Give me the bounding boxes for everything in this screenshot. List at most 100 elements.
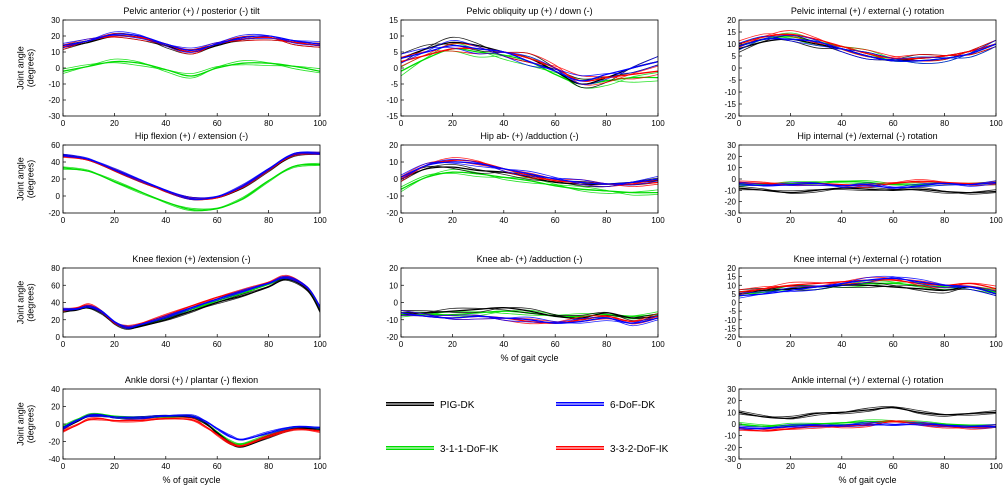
series-line-3-3-2-dof-ik — [63, 275, 320, 328]
y-tick-label: -20 — [48, 209, 60, 218]
x-tick-label: 40 — [161, 119, 170, 128]
y-tick-label: 10 — [727, 281, 736, 290]
x-tick-label: 80 — [602, 340, 611, 349]
y-tick-label: 20 — [389, 264, 398, 273]
series-line-3-1-1-dof-ik — [63, 58, 320, 79]
series-line-6-dof-dk — [401, 314, 658, 327]
x-axis-label: % of gait cycle — [838, 475, 896, 485]
y-tick-label: 40 — [51, 385, 60, 394]
panel-title: Knee flexion (+) /extension (-) — [132, 254, 250, 264]
legend-item: 3-1-1-DoF-IK — [386, 444, 499, 455]
y-tick-label: 20 — [727, 264, 736, 273]
y-tick-label: 5 — [732, 290, 737, 299]
x-tick-label: 60 — [889, 340, 898, 349]
panel-knee-flexion: Knee flexion (+) /extension (-) 0 20 40 60 80… — [15, 254, 327, 349]
series-line-3-3-2-dof-ik — [63, 277, 320, 326]
series-group — [63, 274, 320, 330]
x-tick-label: 40 — [837, 462, 846, 471]
x-tick-label: 100 — [651, 340, 665, 349]
x-tick-label: 40 — [837, 119, 846, 128]
series-line-3-1-1-dof-ik — [63, 276, 320, 330]
y-tick-label: 20 — [727, 16, 736, 25]
y-tick-label: -10 — [724, 316, 736, 325]
panel-title: Hip internal (+) /external (-) rotation — [797, 131, 937, 141]
legend-item: 3-3-2-DoF-IK — [556, 444, 669, 455]
x-tick-label: 80 — [264, 462, 273, 471]
plot-frame — [400, 19, 659, 117]
series-line-6-dof-dk — [63, 153, 320, 201]
series-line-3-1-1-dof-ik — [63, 165, 320, 212]
series-line-pig-dk — [63, 278, 320, 330]
panel-hip-flexion: Hip flexion (+) / extension (-) 0 20 40 60 80… — [15, 131, 327, 225]
series-group — [739, 405, 996, 432]
x-tick-label: 60 — [551, 340, 560, 349]
plot-frame — [62, 388, 321, 460]
series-line-3-1-1-dof-ik — [63, 278, 320, 327]
series-line-3-1-1-dof-ik — [63, 62, 320, 75]
series-line-6-dof-dk — [739, 275, 996, 294]
y-tick-label: 10 — [51, 48, 60, 57]
x-tick-label: 80 — [264, 119, 273, 128]
x-tick-label: 80 — [264, 340, 273, 349]
series-line-pig-dk — [63, 277, 320, 330]
series-line-3-3-2-dof-ik — [401, 47, 658, 82]
y-tick-label: -20 — [48, 438, 60, 447]
series-line-6-dof-dk — [63, 35, 320, 49]
y-tick-label: 20 — [389, 141, 398, 150]
series-line-6-dof-dk — [739, 35, 996, 64]
x-tick-label: 60 — [213, 119, 222, 128]
series-line-3-3-2-dof-ik — [63, 418, 320, 447]
y-tick-label: 0 — [732, 64, 737, 73]
y-tick-label: 40 — [51, 299, 60, 308]
x-tick-label: 80 — [602, 119, 611, 128]
x-tick-label: 100 — [313, 340, 327, 349]
panel-ankle-flexion: Ankle dorsi (+) / plantar (-) flexion 0 20… — [15, 375, 327, 485]
series-line-3-1-1-dof-ik — [63, 162, 320, 210]
y-tick-label: -20 — [724, 112, 736, 121]
x-tick-label: 20 — [110, 340, 119, 349]
series-line-3-3-2-dof-ik — [63, 36, 320, 51]
x-tick-label: 40 — [161, 462, 170, 471]
y-tick-label: 20 — [51, 403, 60, 412]
series-line-3-3-2-dof-ik — [401, 50, 658, 86]
y-tick-label: 0 — [56, 333, 61, 342]
series-line-3-3-2-dof-ik — [401, 157, 658, 188]
plot-frame — [62, 144, 321, 214]
series-group — [401, 307, 658, 327]
series-line-3-3-2-dof-ik — [739, 30, 996, 58]
y-axis-label: Joint angle(degrees) — [15, 157, 35, 201]
x-tick-label: 80 — [940, 340, 949, 349]
y-tick-label: -30 — [48, 112, 60, 121]
series-group — [739, 30, 996, 64]
y-axis-label: Joint angle(degrees) — [15, 46, 35, 90]
series-line-6-dof-dk — [739, 182, 996, 188]
x-tick-label: 20 — [786, 340, 795, 349]
panel-title: Knee ab- (+) /adduction (-) — [477, 254, 583, 264]
series-group — [63, 151, 320, 212]
series-line-6-dof-dk — [739, 421, 996, 428]
y-tick-label: -5 — [729, 307, 737, 316]
x-tick-label: 20 — [110, 216, 119, 225]
plot-frame — [400, 267, 659, 338]
y-tick-label: -10 — [386, 192, 398, 201]
series-line-3-1-1-dof-ik — [63, 163, 320, 211]
y-tick-label: -40 — [48, 455, 60, 464]
x-tick-label: 0 — [737, 216, 742, 225]
series-line-6-dof-dk — [401, 161, 658, 188]
x-tick-label: 60 — [213, 216, 222, 225]
y-tick-label: 20 — [51, 32, 60, 41]
series-line-pig-dk — [739, 405, 996, 420]
series-line-3-1-1-dof-ik — [401, 168, 658, 196]
series-line-pig-dk — [63, 279, 320, 328]
y-axis-label: Joint angle(degrees) — [15, 281, 35, 325]
series-line-3-3-2-dof-ik — [739, 33, 996, 60]
x-tick-label: 60 — [213, 340, 222, 349]
legend-label: 3-1-1-DoF-IK — [440, 444, 499, 455]
series-line-6-dof-dk — [739, 180, 996, 188]
y-tick-label: -10 — [386, 316, 398, 325]
series-line-3-3-2-dof-ik — [63, 417, 320, 447]
series-line-6-dof-dk — [739, 276, 996, 299]
y-tick-label: 0 — [732, 299, 737, 308]
x-axis-label: % of gait cycle — [500, 353, 558, 363]
y-tick-label: 10 — [727, 408, 736, 417]
